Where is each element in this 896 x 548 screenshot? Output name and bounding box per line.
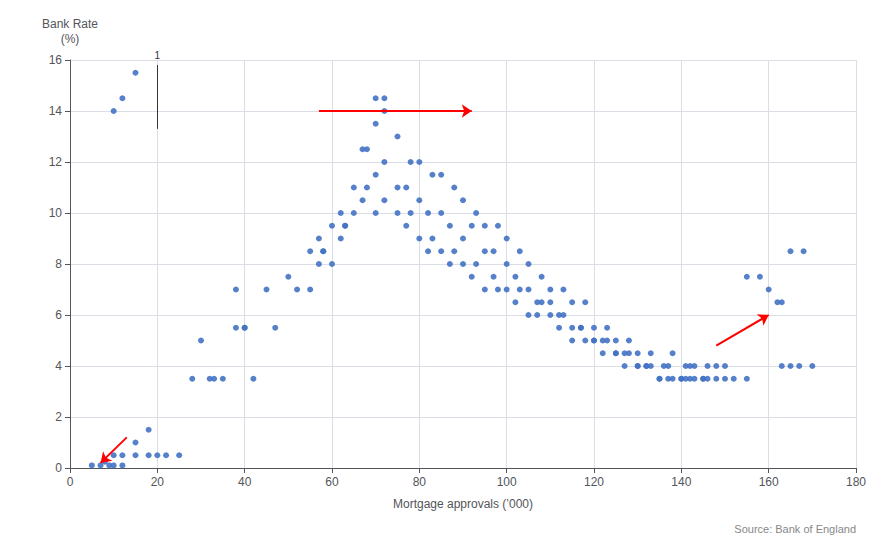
svg-text:0: 0 (55, 461, 62, 475)
svg-text:0: 0 (67, 475, 74, 489)
svg-text:1: 1 (155, 50, 161, 61)
svg-text:180: 180 (846, 475, 866, 489)
svg-text:6: 6 (55, 308, 62, 322)
svg-text:120: 120 (584, 475, 604, 489)
svg-text:100: 100 (497, 475, 517, 489)
svg-text:60: 60 (325, 475, 339, 489)
svg-text:10: 10 (49, 206, 63, 220)
svg-text:20: 20 (151, 475, 165, 489)
svg-text:12: 12 (49, 155, 63, 169)
svg-text:2: 2 (55, 410, 62, 424)
svg-text:Bank Rate: Bank Rate (42, 17, 98, 31)
svg-text:4: 4 (55, 359, 62, 373)
svg-text:8: 8 (55, 257, 62, 271)
svg-text:16: 16 (49, 53, 63, 67)
svg-text:Source: Bank of England: Source: Bank of England (734, 523, 856, 535)
svg-text:80: 80 (413, 475, 427, 489)
svg-text:160: 160 (759, 475, 779, 489)
svg-text:14: 14 (49, 104, 63, 118)
svg-text:Mortgage approvals (’000): Mortgage approvals (’000) (393, 497, 533, 511)
svg-text:140: 140 (671, 475, 691, 489)
svg-text:40: 40 (238, 475, 252, 489)
svg-text:(%): (%) (61, 32, 80, 46)
